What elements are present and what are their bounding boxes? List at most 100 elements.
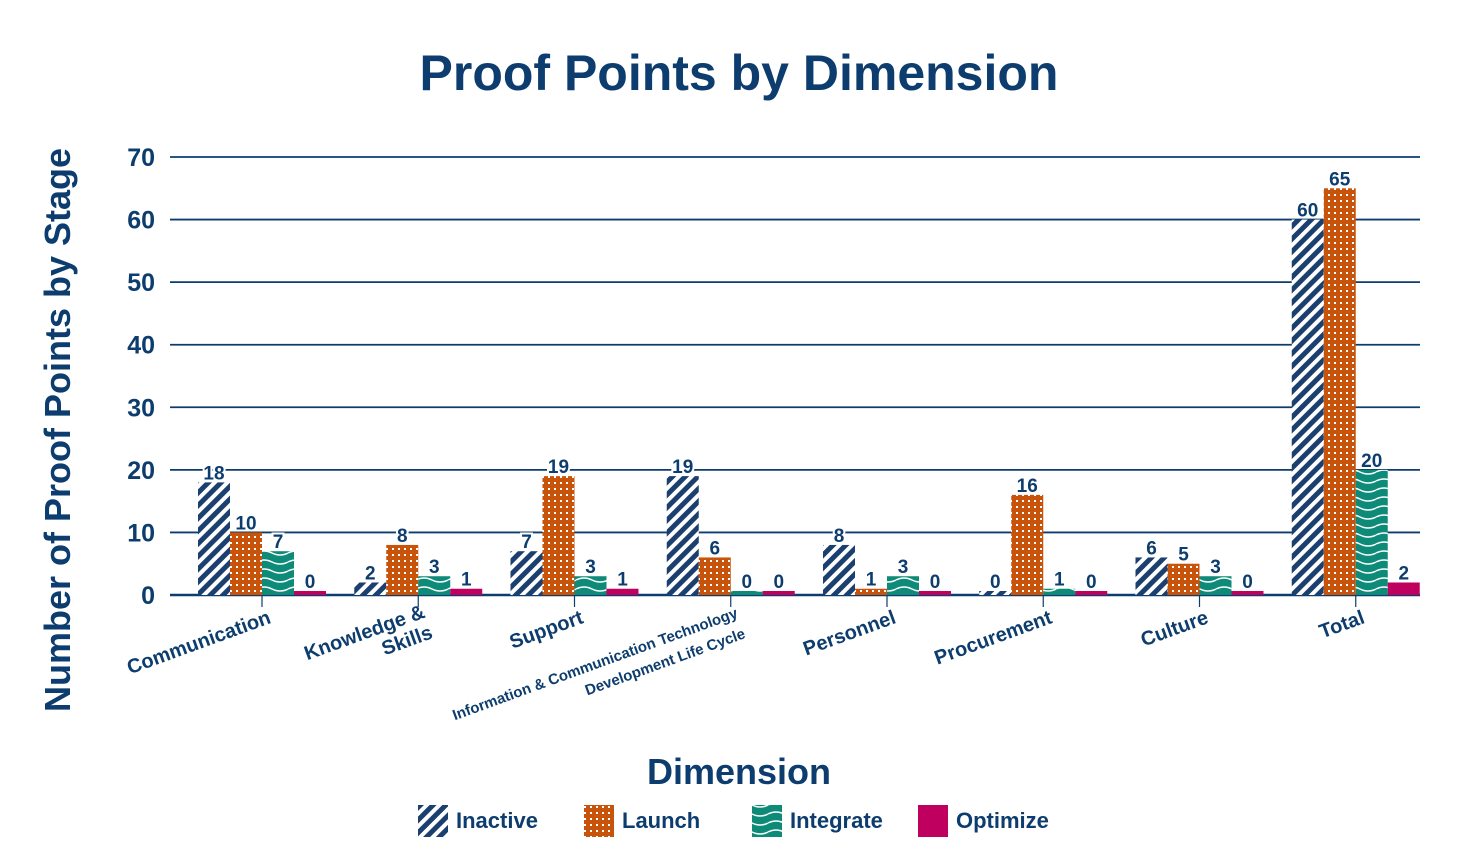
data-label: 3 <box>898 557 909 578</box>
x-tick-label: Procurement <box>932 607 1056 670</box>
data-label: 3 <box>585 557 596 578</box>
bar-integrate <box>262 551 294 595</box>
x-tick-label: Personnel <box>800 607 898 661</box>
x-axis-label: Dimension <box>647 751 831 792</box>
x-tick-label-line: Information & Communication Technology <box>450 605 740 725</box>
x-tick-label-line: Total <box>1316 607 1367 644</box>
data-label: 5 <box>1178 545 1189 566</box>
legend-label: Launch <box>622 808 700 833</box>
data-label: 8 <box>397 526 408 547</box>
data-label: 1 <box>1054 570 1065 591</box>
data-label: 1 <box>866 570 877 591</box>
legend-label: Integrate <box>790 808 883 833</box>
bar-optimize <box>762 591 795 595</box>
data-label: 60 <box>1297 201 1318 222</box>
x-tick-label-line: Culture <box>1138 607 1211 652</box>
data-label: 0 <box>1242 572 1253 593</box>
bar-inactive <box>823 544 855 595</box>
data-label: 0 <box>305 572 316 593</box>
bar-inactive <box>1135 557 1168 595</box>
bar-launch <box>1167 563 1200 595</box>
legend-item-integrate: Integrate <box>752 805 883 837</box>
x-tick-label-line: Procurement <box>932 607 1056 670</box>
bar-optimize <box>1231 591 1264 595</box>
x-tick-label-line: Personnel <box>800 607 898 661</box>
y-tick-label: 40 <box>127 332 155 360</box>
bar-inactive <box>510 551 543 595</box>
bar-inactive <box>979 591 1012 595</box>
data-label: 10 <box>235 513 256 534</box>
data-label: 20 <box>1361 451 1382 472</box>
y-tick-label: 30 <box>127 394 155 422</box>
bar-optimize <box>294 591 326 595</box>
chart-title: Proof Points by Dimension <box>420 45 1059 101</box>
data-label: 6 <box>709 538 720 559</box>
x-tick-label: Information & Communication TechnologyDe… <box>450 605 747 725</box>
y-axis-label: Number of Proof Points by Stage <box>37 148 78 712</box>
data-label: 0 <box>990 572 1001 593</box>
y-tick-label: 60 <box>127 207 155 235</box>
data-label: 3 <box>429 557 440 578</box>
bar-inactive <box>666 476 699 595</box>
bar-integrate <box>574 576 607 595</box>
bar-inactive <box>354 582 387 595</box>
bar-launch <box>1323 188 1356 596</box>
legend-swatch <box>584 805 614 837</box>
bar-launch <box>855 588 887 595</box>
data-label: 0 <box>1086 572 1097 593</box>
data-label: 65 <box>1329 169 1351 190</box>
data-label: 8 <box>834 526 845 547</box>
x-tick-label-line: Support <box>507 607 587 654</box>
bar-inactive <box>198 482 230 595</box>
legend-item-optimize: Optimize <box>918 805 1049 837</box>
bar-integrate <box>1043 588 1076 595</box>
data-label: 19 <box>548 457 569 478</box>
legend-item-launch: Launch <box>584 805 700 837</box>
data-label: 1 <box>461 570 472 591</box>
data-label: 7 <box>521 532 532 553</box>
data-label: 18 <box>203 463 224 484</box>
bar-integrate <box>418 576 451 595</box>
y-tick-label: 70 <box>127 144 155 172</box>
x-tick-label-line: Communication <box>124 607 274 679</box>
bar-optimize <box>450 588 483 595</box>
y-tick-label: 50 <box>127 269 155 297</box>
x-tick-label: Knowledge &Skills <box>301 601 435 665</box>
x-tick-label: Total <box>1316 607 1367 644</box>
x-tick-label: Communication <box>124 607 274 679</box>
data-label: 7 <box>273 532 284 553</box>
x-tick-label: Support <box>507 607 587 654</box>
legend-swatch <box>752 805 782 837</box>
x-tick-label: Culture <box>1138 607 1211 652</box>
y-tick-label: 10 <box>127 519 155 547</box>
bar-optimize <box>1387 582 1420 595</box>
data-label: 0 <box>741 572 752 593</box>
data-label: 2 <box>1398 563 1409 584</box>
bar-optimize <box>919 591 951 595</box>
bar-integrate <box>887 576 919 595</box>
bar-integrate <box>1199 576 1232 595</box>
legend-label: Inactive <box>456 808 538 833</box>
bar-integrate <box>1355 469 1388 595</box>
data-label: 2 <box>365 563 376 584</box>
bar-launch <box>698 557 731 595</box>
data-label: 0 <box>773 572 784 593</box>
bar-launch <box>1011 494 1044 595</box>
bar-launch <box>386 544 419 595</box>
bar-optimize <box>606 588 639 595</box>
legend-swatch <box>418 805 448 837</box>
legend-label: Optimize <box>956 808 1049 833</box>
bar-optimize <box>1075 591 1108 595</box>
data-label: 19 <box>672 457 693 478</box>
bar-integrate <box>730 591 763 595</box>
legend-item-inactive: Inactive <box>418 805 538 837</box>
bar-inactive <box>1291 219 1324 596</box>
data-label: 6 <box>1146 538 1157 559</box>
data-label: 16 <box>1017 476 1038 497</box>
data-label: 1 <box>617 570 628 591</box>
bar-launch <box>230 532 262 595</box>
data-label: 0 <box>930 572 941 593</box>
bar-launch <box>542 476 575 595</box>
y-tick-label: 0 <box>141 582 155 610</box>
